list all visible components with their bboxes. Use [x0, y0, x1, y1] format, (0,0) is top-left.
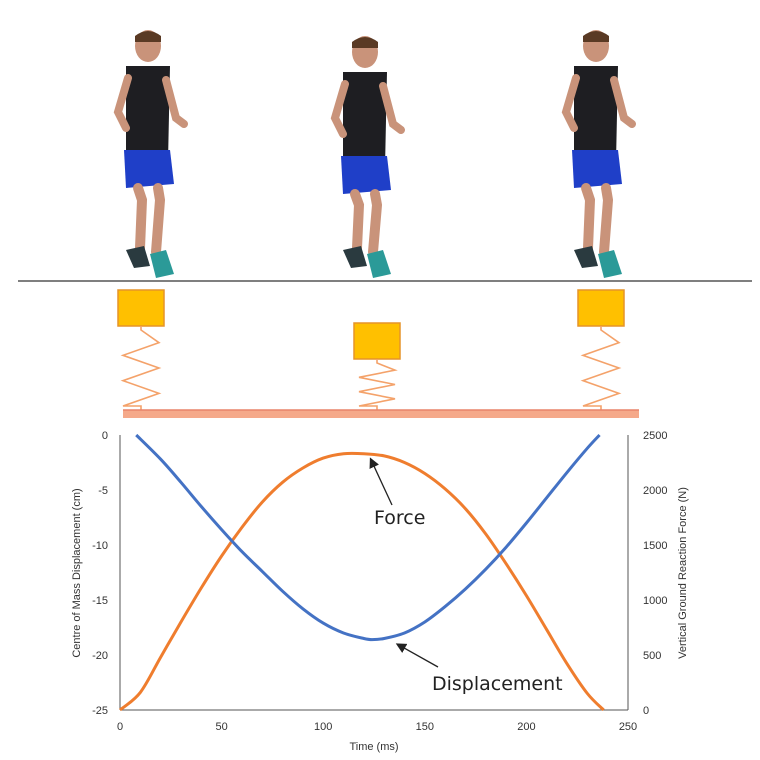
shoe-icon — [598, 250, 622, 278]
hair-icon — [583, 31, 609, 42]
spring-icon — [358, 359, 398, 410]
arm-icon — [113, 74, 132, 132]
right-axis-title: Vertical Ground Reaction Force (N) — [677, 487, 689, 659]
hair-icon — [135, 31, 161, 42]
left-tick-label: -20 — [92, 650, 108, 662]
leg-icon — [350, 189, 365, 253]
x-tick-label: 100 — [314, 721, 332, 733]
leg-icon — [368, 189, 383, 257]
shirt-icon — [343, 72, 387, 168]
right-tick-label: 2500 — [643, 430, 667, 442]
tick-labels: 0 50 100 150 200 2500-5-10-15-20-252500200015… — [92, 430, 667, 733]
leg-icon — [599, 183, 614, 257]
shoe-icon — [150, 250, 174, 278]
jumper-figure-takeoff — [561, 30, 636, 278]
right-tick-label: 0 — [643, 705, 649, 717]
annotation-displacement: Displacement — [432, 673, 563, 695]
right-tick-label: 2000 — [643, 485, 667, 497]
shoe-icon — [367, 250, 391, 278]
spring-icon — [580, 326, 622, 410]
hair-icon — [352, 37, 378, 48]
shorts-icon — [572, 150, 622, 188]
jumper-figure-landing — [113, 30, 188, 278]
arm-icon — [610, 76, 636, 128]
leg-icon — [133, 183, 148, 253]
spring-mass-models — [117, 289, 625, 410]
series-line-displacement — [135, 433, 601, 642]
leg-icon — [581, 183, 596, 253]
x-axis-title: Time (ms) — [349, 741, 398, 753]
force-arrow-icon — [369, 457, 393, 506]
jumper-figure-lowest — [330, 36, 405, 278]
mass-block-icon — [117, 289, 165, 327]
spring-platform — [123, 410, 639, 418]
chart: 0 50 100 150 200 2500-5-10-15-20-252500200015… — [71, 430, 689, 753]
arm-icon — [379, 82, 405, 134]
right-tick-label: 1500 — [643, 540, 667, 552]
shoe-icon — [126, 246, 150, 268]
mass-block-icon — [353, 322, 401, 360]
right-tick-label: 500 — [643, 650, 661, 662]
left-axis-title: Centre of Mass Displacement (cm) — [71, 488, 83, 657]
x-tick-label: 200 — [517, 721, 535, 733]
left-tick-label: -25 — [92, 705, 108, 717]
x-tick-label: 0 — [117, 721, 123, 733]
shirt-icon — [574, 66, 618, 162]
left-tick-label: -5 — [98, 485, 108, 497]
series-lines — [119, 433, 605, 712]
shoe-icon — [574, 246, 598, 268]
shorts-icon — [341, 156, 391, 194]
annotation-arrows — [369, 457, 439, 668]
annotation-force: Force — [374, 507, 425, 529]
shorts-icon — [124, 150, 174, 188]
spring-icon — [120, 326, 162, 410]
left-tick-label: -15 — [92, 595, 108, 607]
x-tick-label: 250 — [619, 721, 637, 733]
shirt-icon — [126, 66, 170, 162]
mass-block-icon — [577, 289, 625, 327]
leg-icon — [151, 183, 166, 257]
arm-icon — [162, 76, 188, 128]
displacement-arrow-icon — [395, 643, 439, 668]
left-tick-label: -10 — [92, 540, 108, 552]
x-tick-label: 50 — [215, 721, 227, 733]
series-line-force — [119, 451, 605, 712]
arm-icon — [330, 80, 349, 138]
shoe-icon — [343, 246, 367, 268]
right-tick-label: 1000 — [643, 595, 667, 607]
arm-icon — [561, 74, 580, 132]
x-tick-label: 150 — [416, 721, 434, 733]
left-tick-label: 0 — [102, 430, 108, 442]
